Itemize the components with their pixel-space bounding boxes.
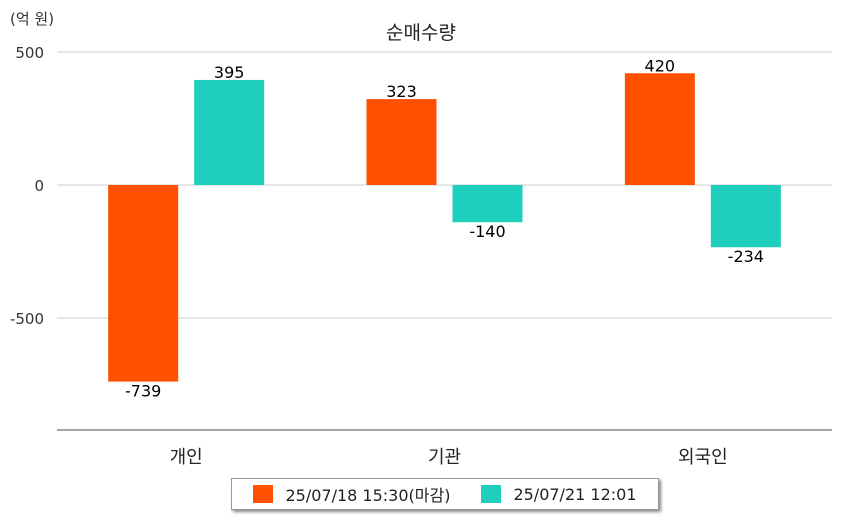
bar-s2-0 <box>194 79 265 185</box>
y-tick-label-0: 0 <box>34 177 44 195</box>
legend-swatch-series-1 <box>253 485 274 503</box>
x-tick-label-1: 기관 <box>428 447 461 468</box>
data-label-s2-1: -140 <box>469 222 505 241</box>
chart-title: 순매수량 <box>386 22 456 44</box>
x-tick-label-2: 외국인 <box>678 447 728 468</box>
bar-s1-1 <box>366 99 437 185</box>
y-tick-label-500: 500 <box>15 44 44 62</box>
bar-s2-1 <box>452 185 523 223</box>
data-label-s2-0: 395 <box>214 63 245 82</box>
legend: 25/07/18 15:30(마감) 25/07/21 12:01 <box>231 478 659 510</box>
y-axis-unit-label: (억 원) <box>10 10 55 28</box>
data-label-s1-1: 323 <box>386 82 417 101</box>
bar-s1-0 <box>108 185 179 382</box>
data-label-s1-2: 420 <box>645 56 676 75</box>
data-label-s1-0: -739 <box>125 382 161 401</box>
legend-item-series-2[interactable]: 25/07/21 12:01 <box>481 484 637 504</box>
bar-s1-2 <box>624 73 695 185</box>
legend-label-series-2: 25/07/21 12:01 <box>513 484 637 504</box>
y-tick-label--500: -500 <box>10 310 44 328</box>
legend-label-series-1: 25/07/18 15:30(마감) <box>285 486 451 505</box>
x-tick-label-0: 개인 <box>170 447 203 468</box>
bar-s2-2 <box>710 185 781 248</box>
data-label-s2-2: -234 <box>728 247 764 266</box>
legend-item-series-1[interactable]: 25/07/18 15:30(마감) <box>253 482 450 506</box>
legend-swatch-series-2 <box>481 485 502 503</box>
